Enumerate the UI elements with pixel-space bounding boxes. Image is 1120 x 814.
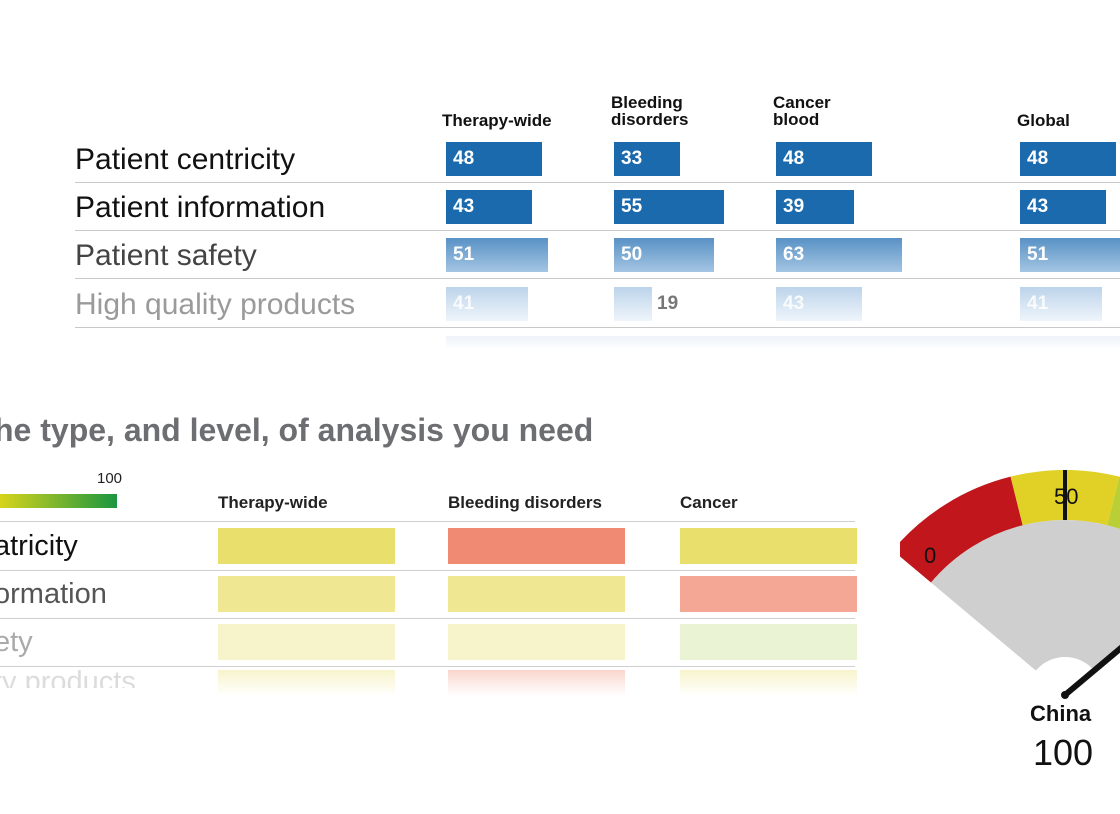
row-label: High quality products: [75, 288, 356, 321]
gauge-face: [930, 519, 1120, 695]
heatmap-cell: [218, 670, 395, 696]
heatmap-column-header: Cancer: [680, 493, 738, 512]
heatmap-row-label: ety: [0, 626, 33, 658]
bar: [446, 287, 528, 321]
bar: [614, 190, 724, 224]
column-header: Bleeding disorders: [611, 93, 689, 129]
score-gauge: 0 50 China 100: [892, 468, 1120, 800]
analysis-heatmap-section: he type, and level, of analysis you need…: [0, 360, 1120, 814]
bar-value-label: 43: [1027, 196, 1049, 217]
column-header: Cancer blood: [773, 93, 831, 129]
bar-value-label: 50: [621, 244, 643, 265]
bar: [776, 238, 902, 272]
row-label: Patient information: [75, 191, 326, 224]
bar: [446, 142, 542, 176]
gauge-zone-red: [892, 476, 1023, 583]
heatmap-cell: [448, 624, 625, 660]
heatmap-column-header: Therapy-wide: [218, 493, 328, 512]
bar-value-label: 43: [453, 196, 475, 217]
heatmap-row-label: atricity: [0, 530, 78, 562]
gauge-zone-green: [1107, 476, 1120, 529]
heatmap-row-label: ormation: [0, 578, 107, 610]
gauge-dial: [892, 468, 1120, 733]
bar-value-label: 39: [783, 196, 805, 217]
bar-value-label: 48: [453, 148, 475, 169]
bar: [1020, 142, 1116, 176]
gauge-country-label: China: [1030, 701, 1092, 726]
heatmap-row-divider: [0, 618, 855, 619]
bar: [776, 142, 872, 176]
heatmap-cell: [448, 528, 625, 564]
column-header: Global: [1017, 111, 1070, 130]
bar-value-label: 19: [657, 293, 679, 314]
bar: [446, 190, 532, 224]
bar-value-label: 51: [1027, 244, 1049, 265]
bar: [1020, 190, 1106, 224]
row-divider: [75, 182, 1120, 183]
bar: [614, 287, 652, 321]
heatmap-row-label: ty products: [0, 666, 136, 688]
bar-value-label: 43: [783, 293, 805, 314]
heatmap-cell: [680, 624, 857, 660]
heatmap-cell: [218, 624, 395, 660]
gauge-tick-label-50: 50: [1054, 484, 1079, 509]
legend-max-label: 100: [97, 470, 123, 487]
bar: [446, 238, 548, 272]
bar: [1020, 238, 1120, 272]
heatmap-cell: [218, 576, 395, 612]
row-divider: [75, 327, 1120, 328]
bar: [776, 190, 854, 224]
section-title: he type, and level, of analysis you need: [0, 412, 594, 448]
gauge-needle-hub: [1061, 691, 1069, 699]
heatmap-column-header: Bleeding disorders: [448, 493, 602, 512]
bar-value-label: 51: [453, 244, 475, 265]
bar: [1020, 287, 1102, 321]
bar-value-label: 33: [621, 148, 643, 169]
row-divider: [75, 278, 1120, 279]
heatmap-cell: [680, 528, 857, 564]
bar-value-label: 48: [1027, 148, 1049, 169]
heatmap-row-divider: [0, 570, 855, 571]
bar-value-label: 63: [783, 244, 805, 265]
row-label: Patient centricity: [75, 143, 296, 176]
bar: [614, 238, 714, 272]
faded-row-hint: [446, 336, 1120, 350]
bar: [776, 287, 862, 321]
heatmap-cell: [680, 576, 857, 612]
gauge-score-value: 100: [1033, 732, 1094, 773]
gauge-needle: [1062, 644, 1120, 698]
bar-value-label: 55: [621, 196, 643, 217]
bar: [614, 142, 680, 176]
heatmap-cell: [680, 670, 857, 696]
patient-scores-bar-chart: Therapy-wide Bleeding disorders Cancer blo…: [0, 0, 1120, 360]
row-label: Patient safety: [75, 239, 257, 272]
heatmap-cell: [448, 670, 625, 696]
column-header: Therapy-wide: [442, 111, 552, 130]
heatmap-cell: [218, 528, 395, 564]
row-divider: [75, 230, 1120, 231]
heatmap-cell: [448, 576, 625, 612]
bar-value-label: 41: [1027, 293, 1049, 314]
bar-value-label: 48: [783, 148, 805, 169]
color-scale-legend: [0, 494, 117, 508]
gauge-tick-label-0: 0: [924, 543, 937, 568]
header-divider: [0, 521, 855, 522]
bar-value-label: 41: [453, 293, 475, 314]
heatmap-row-divider: [0, 666, 855, 667]
